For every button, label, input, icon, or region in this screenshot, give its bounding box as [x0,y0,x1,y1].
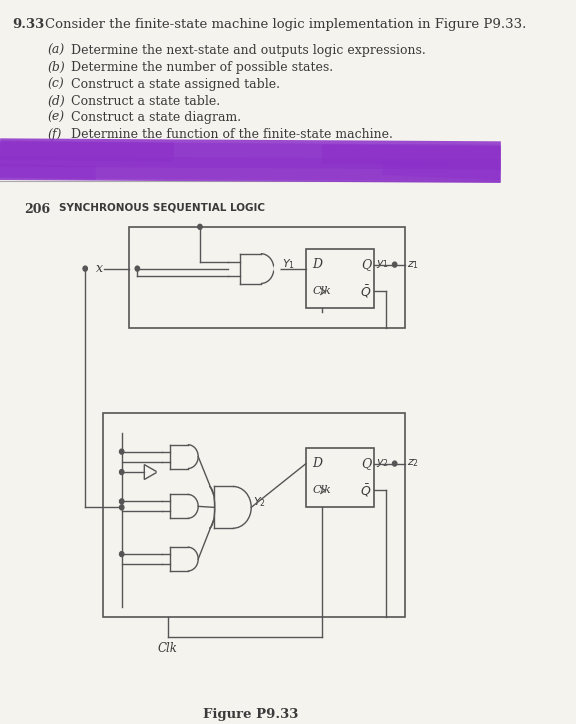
Text: (e): (e) [48,111,65,125]
Circle shape [120,552,124,557]
Circle shape [83,266,88,271]
Circle shape [392,461,397,466]
Circle shape [274,265,280,272]
Text: (c): (c) [48,77,65,90]
Text: D: D [312,457,322,470]
Circle shape [198,224,202,230]
Text: (f): (f) [48,128,62,141]
Bar [128,227,405,328]
Bar [306,447,374,508]
Text: Figure P9.33: Figure P9.33 [203,708,298,721]
Text: $\bar{Q}$: $\bar{Q}$ [360,283,372,300]
Text: $y_1$: $y_1$ [376,258,389,269]
Text: SYNCHRONOUS SEQUENTIAL LOGIC: SYNCHRONOUS SEQUENTIAL LOGIC [59,203,265,213]
Text: (b): (b) [48,61,66,74]
Text: Clk: Clk [312,287,331,297]
Text: Determine the number of possible states.: Determine the number of possible states. [71,61,334,74]
Text: $y_2$: $y_2$ [376,457,389,468]
Circle shape [120,470,124,474]
Text: $Y_2$: $Y_2$ [253,495,266,509]
Circle shape [135,266,139,271]
Text: $z_2$: $z_2$ [407,458,419,469]
Text: 206: 206 [24,203,51,216]
Circle shape [157,468,164,476]
Text: Clk: Clk [312,485,331,495]
Circle shape [392,262,397,267]
Text: $z_1$: $z_1$ [407,258,419,271]
Circle shape [120,505,124,510]
Text: Consider the finite-state machine logic implementation in Figure P9.33.: Consider the finite-state machine logic … [45,18,526,31]
Text: Determine the next-state and outputs logic expressions.: Determine the next-state and outputs log… [71,43,426,56]
Text: Construct a state table.: Construct a state table. [71,95,221,107]
Bar [306,249,374,308]
Text: (a): (a) [48,43,65,56]
Text: Clk: Clk [157,641,177,654]
Text: Q: Q [362,457,372,470]
Text: 9.33: 9.33 [12,18,44,31]
Text: Q: Q [362,258,372,271]
Text: D: D [312,258,322,271]
Text: $Y_1$: $Y_1$ [282,258,295,272]
Circle shape [120,499,124,504]
Text: Determine the function of the finite-state machine.: Determine the function of the finite-sta… [71,128,393,141]
Text: (d): (d) [48,95,66,107]
Text: Construct a state assigned table.: Construct a state assigned table. [71,77,281,90]
Bar [103,413,405,617]
Circle shape [120,449,124,454]
Text: Construct a state diagram.: Construct a state diagram. [71,111,241,125]
Text: x: x [96,262,103,275]
Text: $\bar{Q}$: $\bar{Q}$ [360,482,372,499]
